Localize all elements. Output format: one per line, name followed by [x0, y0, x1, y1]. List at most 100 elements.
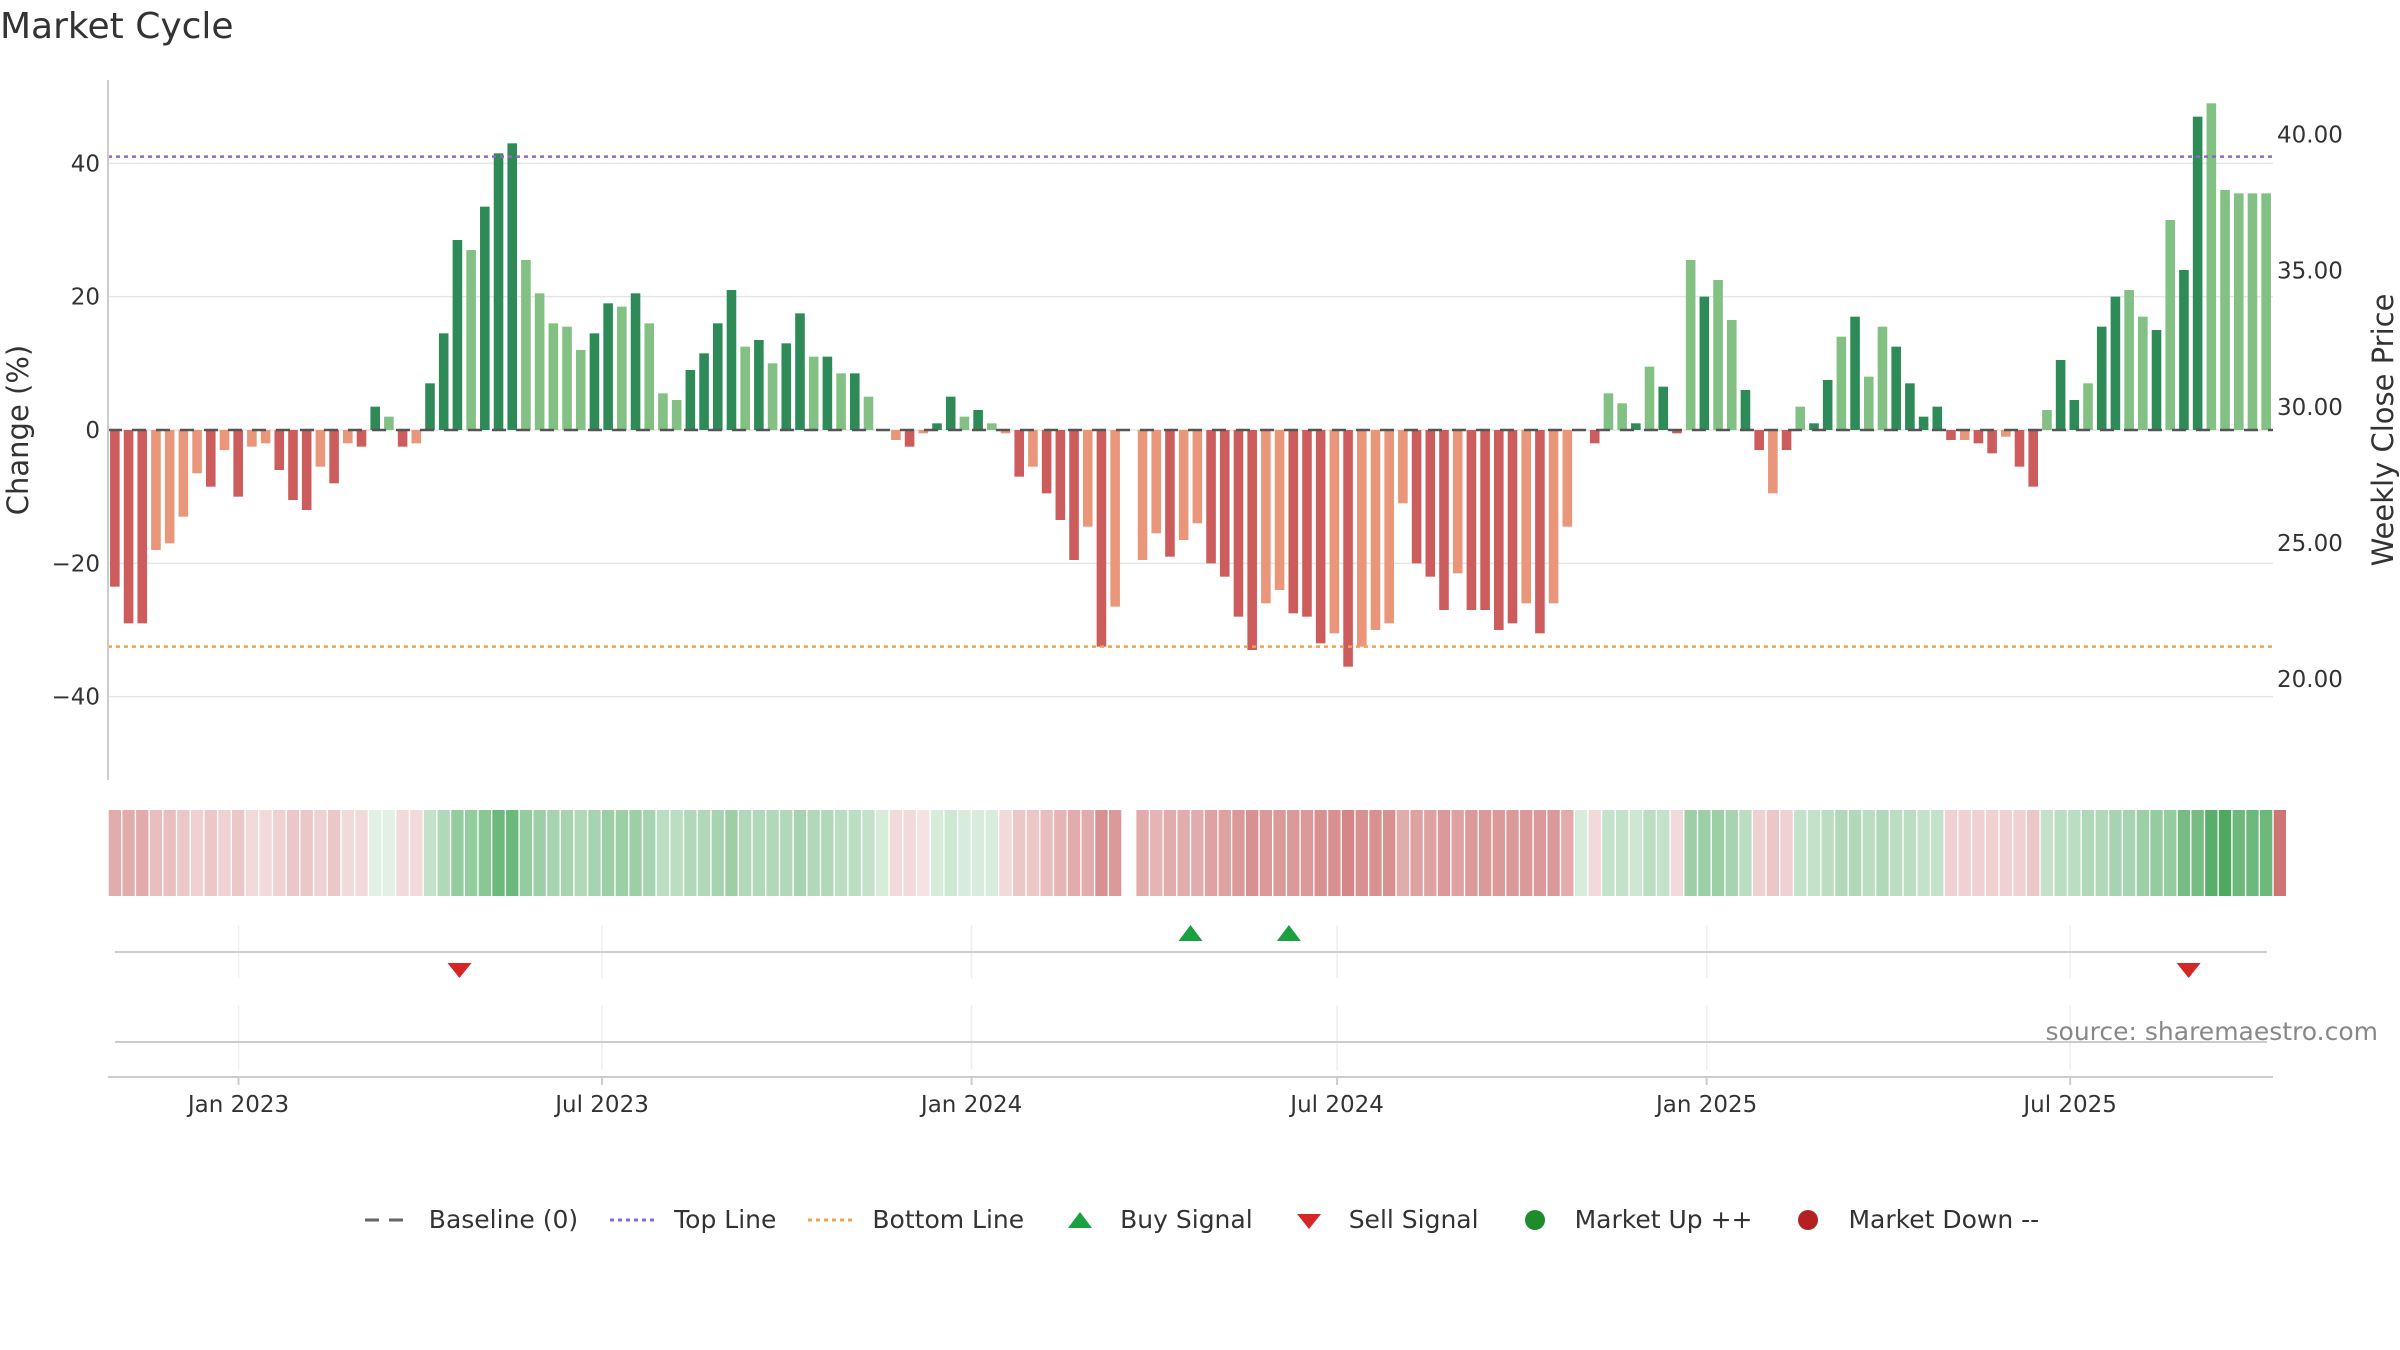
heat-cell [478, 810, 491, 896]
bar [1274, 430, 1285, 590]
bar [1370, 430, 1381, 630]
heat-cell [1163, 810, 1177, 896]
bar [1192, 430, 1203, 524]
heat-cell [889, 810, 903, 896]
heat-cell [1054, 810, 1067, 896]
bar [2069, 400, 2080, 430]
bar [1480, 430, 1490, 610]
legend-item-sell[interactable]: Sell Signal [1281, 1205, 1479, 1234]
bar [534, 293, 545, 430]
legend-item-bottom[interactable]: Bottom Line [804, 1205, 1024, 1234]
heat-cell [341, 810, 354, 896]
heat-cell [2040, 810, 2054, 896]
bar [123, 430, 134, 624]
heat-cell [286, 810, 300, 896]
heat-cell [2122, 810, 2136, 896]
heat-cell [1615, 810, 1629, 896]
bar [1178, 430, 1189, 540]
heat-cell [1985, 810, 1999, 896]
bar [808, 356, 819, 430]
bar [712, 323, 723, 430]
legend-item-buy[interactable]: Buy Signal [1052, 1205, 1253, 1234]
heat-cell [1300, 810, 1314, 896]
heat-cell [2095, 810, 2108, 896]
axes-layer: −40 −20 0 20 40 20.00 25.00 30.00 35.00 40.00 [51, 80, 2343, 780]
heat-cell [2218, 810, 2232, 896]
heat-cell [519, 810, 533, 896]
bar [219, 430, 230, 450]
legend-item-baseline[interactable]: Baseline (0) [361, 1205, 578, 1234]
buy-signal-marker [1276, 925, 1301, 941]
bar [1096, 430, 1107, 647]
bar [2206, 103, 2217, 430]
bar [1411, 430, 1422, 564]
bar [575, 350, 586, 430]
heat-cell [190, 810, 204, 896]
bar [904, 430, 915, 447]
heat-cell [1958, 810, 1971, 896]
heat-cell [1465, 810, 1478, 896]
bar [1617, 403, 1627, 430]
y-tick-label: −20 [51, 551, 100, 577]
heat-cell [1890, 810, 1903, 896]
circle-icon [1507, 1206, 1563, 1234]
bar [1219, 430, 1230, 577]
heat-cell [780, 810, 793, 896]
heat-cell [1410, 810, 1423, 896]
bar [1398, 430, 1408, 504]
bar [274, 430, 285, 470]
bar [617, 306, 627, 430]
bar [863, 396, 874, 430]
heat-cell [136, 810, 149, 896]
heat-cell [1917, 810, 1930, 896]
heat-cell [1177, 810, 1190, 896]
heat-cell [1314, 810, 1327, 896]
heat-cell [876, 810, 889, 896]
bar [603, 303, 613, 430]
heat-cell [1383, 810, 1396, 896]
heat-cell [670, 810, 683, 896]
bar [2110, 296, 2121, 430]
bar [1356, 430, 1367, 647]
heat-cell [1821, 810, 1834, 896]
legend-label: Baseline (0) [428, 1205, 579, 1234]
legend-item-down[interactable]: Market Down -- [1780, 1205, 2039, 1234]
heat-cell [1287, 810, 1300, 896]
bar [1863, 376, 1874, 430]
bar [356, 430, 367, 447]
legend-label: Sell Signal [1348, 1205, 1479, 1234]
legend-item-up[interactable]: Market Up ++ [1507, 1205, 1753, 1234]
heat-cell [1684, 810, 1697, 896]
legend-item-top[interactable]: Top Line [606, 1205, 776, 1234]
heat-cell [711, 810, 724, 896]
sell-signal-marker [2176, 963, 2201, 978]
bar [205, 430, 216, 487]
heat-cell [464, 810, 478, 896]
heat-cell [259, 810, 272, 896]
y2-axis-title: Weekly Close Price [2366, 294, 2400, 567]
bar [2179, 270, 2189, 430]
heat-cell [1040, 810, 1053, 896]
bar [1082, 430, 1093, 527]
bar [1809, 423, 1819, 430]
bar [1233, 430, 1244, 617]
heat-cell [232, 810, 245, 896]
heat-cell [1232, 810, 1245, 896]
legend-label: Market Up ++ [1574, 1205, 1753, 1234]
heat-cell [1191, 810, 1204, 896]
heat-cell [2054, 810, 2067, 896]
heat-cell [656, 810, 670, 896]
heat-cell [1520, 810, 1533, 896]
heat-cell [1150, 810, 1163, 896]
bar [1822, 380, 1833, 430]
heat-cell [629, 810, 642, 896]
bar [164, 430, 175, 544]
bar [1151, 430, 1162, 534]
bar [1329, 430, 1340, 634]
bar [2096, 326, 2107, 430]
triangle-up-icon [1052, 1206, 1108, 1234]
heat-cell [684, 810, 697, 896]
heat-cell [560, 810, 574, 896]
heat-cell [1533, 810, 1547, 896]
heat-cell [1725, 810, 1738, 896]
